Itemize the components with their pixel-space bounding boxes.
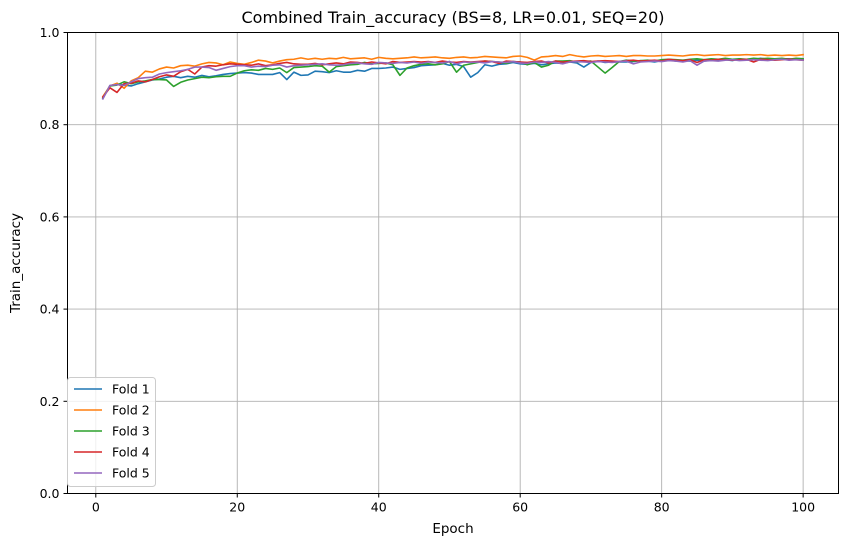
series-line-fold-5 — [101, 58, 804, 100]
x-tick-label: 80 — [654, 500, 670, 515]
y-tick-label: 0.4 — [40, 302, 60, 317]
y-axis-label: Train_accuracy — [8, 213, 24, 314]
x-tick-label: 100 — [791, 500, 815, 515]
x-tick-label: 60 — [512, 500, 528, 515]
legend-label-fold-5: Fold 5 — [112, 466, 150, 481]
tick-layer: 0 20 40 60 80 100 0.0 0.2 0.4 0.6 0.8 1.0 — [40, 25, 815, 515]
legend-label-fold-3: Fold 3 — [112, 424, 150, 439]
plot-frame — [67, 32, 839, 494]
x-tick-label: 20 — [229, 500, 245, 515]
y-tick-label: 0.8 — [40, 117, 60, 132]
y-tick-label: 0.6 — [40, 209, 60, 224]
legend-label-fold-2: Fold 2 — [112, 403, 150, 418]
legend-label-fold-4: Fold 4 — [112, 445, 150, 460]
y-tick-label: 0.0 — [40, 486, 60, 501]
legend: Fold 1 Fold 2 Fold 3 Fold 4 Fold 5 — [67, 377, 156, 487]
y-tick-label: 0.2 — [40, 394, 60, 409]
chart-title: Combined Train_accuracy (BS=8, LR=0.01, … — [242, 8, 665, 28]
legend-label-fold-1: Fold 1 — [112, 382, 150, 397]
y-tick-label: 1.0 — [40, 25, 60, 40]
x-tick-label: 40 — [371, 500, 387, 515]
x-axis-label: Epoch — [432, 521, 473, 537]
series-layer — [101, 53, 805, 100]
series-line-fold-2 — [101, 53, 805, 98]
plot-area — [67, 32, 839, 494]
x-tick-label: 0 — [92, 500, 100, 515]
legend-box — [67, 377, 156, 487]
